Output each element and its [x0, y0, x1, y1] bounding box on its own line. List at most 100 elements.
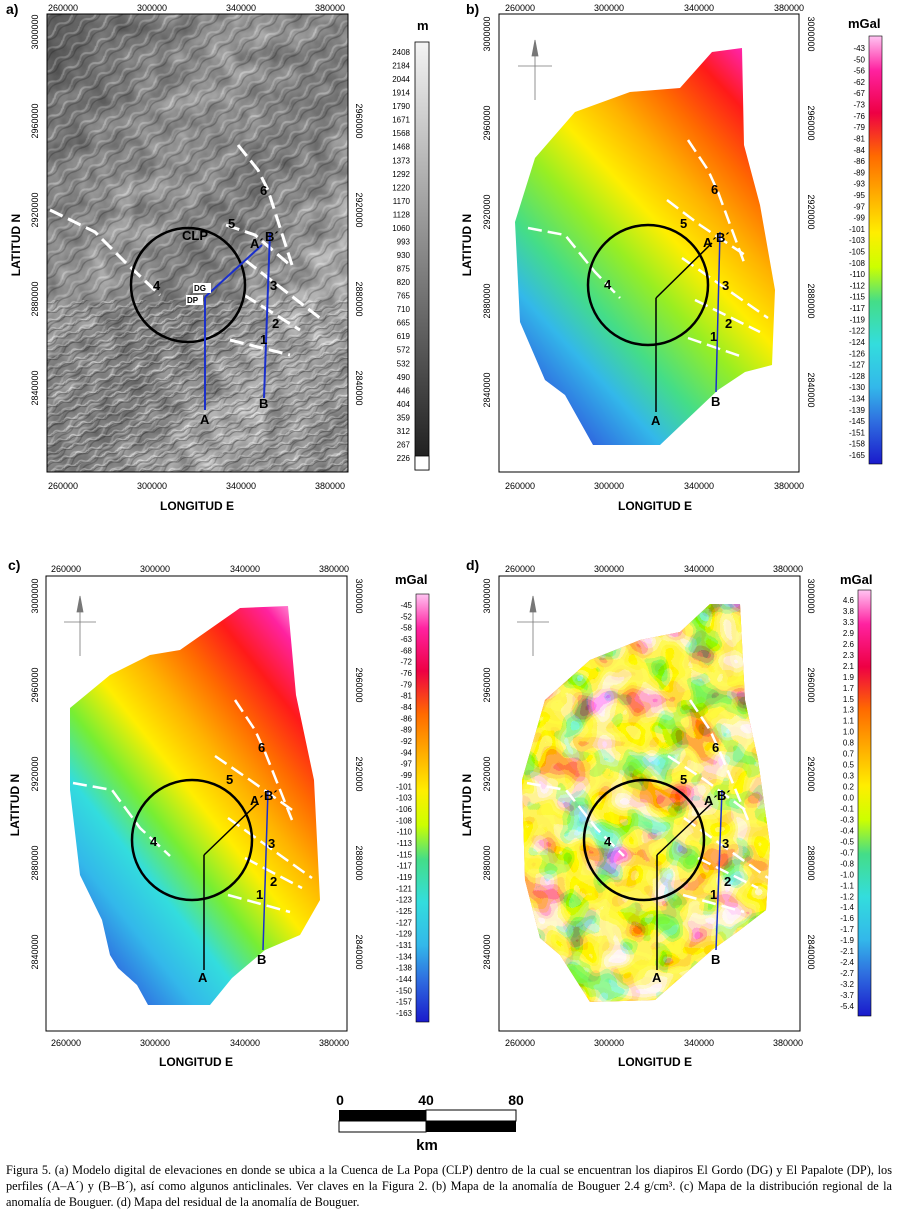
legend-label: -122	[849, 327, 866, 336]
legend-label: -115	[397, 850, 413, 859]
legend-label: 490	[397, 373, 411, 382]
dg-label: DG	[194, 284, 206, 293]
profile-a-end: A´	[250, 236, 264, 251]
north-arrow-icon	[518, 39, 552, 100]
legend-label: -127	[396, 918, 413, 927]
svg-text:5: 5	[226, 772, 233, 787]
legend-unit: mGal	[848, 16, 881, 31]
legend-label: 1060	[392, 224, 410, 233]
legend-label: -63	[400, 635, 412, 644]
legend-label: -81	[853, 134, 865, 143]
svg-text:2920000: 2920000	[806, 194, 816, 229]
profile-b-start: B	[257, 952, 266, 967]
y-axis-label: LATITUD N	[9, 214, 23, 276]
svg-text:2880000: 2880000	[482, 845, 492, 880]
legend-label: -158	[849, 440, 866, 449]
legend-label: 930	[397, 251, 411, 260]
legend-label: -117	[397, 862, 413, 871]
svg-text:5: 5	[680, 216, 687, 231]
north-arrow-icon	[64, 595, 96, 656]
legend-label: -131	[396, 941, 413, 950]
svg-text:260000: 260000	[505, 564, 535, 574]
legend-label: -101	[396, 782, 413, 791]
clp-circle	[129, 226, 247, 344]
legend-label: -103	[849, 236, 866, 245]
legend-label: 665	[397, 319, 411, 328]
legend-label: -0.8	[840, 859, 854, 868]
legend-label: 1.5	[843, 695, 855, 704]
legend-label: 1.9	[843, 673, 855, 682]
svg-text:380000: 380000	[315, 481, 345, 491]
legend-label: -129	[396, 930, 413, 939]
svg-text:2840000: 2840000	[806, 372, 816, 407]
legend-label: 572	[397, 346, 411, 355]
legend-label: -1.0	[840, 870, 854, 879]
legend-label: -86	[400, 714, 412, 723]
svg-text:1: 1	[256, 887, 263, 902]
x-ticks-bottom: 260000 300000 340000 380000	[505, 481, 804, 491]
svg-text:3000000: 3000000	[482, 578, 492, 613]
legend-label: -125	[396, 907, 413, 916]
svg-text:340000: 340000	[230, 1038, 260, 1048]
svg-text:2960000: 2960000	[482, 105, 492, 140]
svg-text:4: 4	[604, 834, 612, 849]
clp-label: CLP	[182, 228, 208, 243]
legend-labels: -43 -50 -56 -62 -67 -73 -76 -79 -81 -84 -86 -89 -93 -…	[849, 44, 866, 460]
svg-text:3: 3	[268, 836, 275, 851]
legend-label: -165	[849, 451, 866, 460]
legend-label: -112	[850, 281, 866, 290]
legend-label: -138	[396, 964, 413, 973]
legend-label: -1.6	[840, 914, 854, 923]
svg-text:2960000: 2960000	[806, 105, 816, 140]
svg-text:2880000: 2880000	[482, 283, 492, 318]
legend-label: -52	[400, 612, 412, 621]
svg-text:260000: 260000	[505, 1038, 535, 1048]
legend-label: -67	[853, 89, 865, 98]
legend-label: -1.1	[840, 881, 854, 890]
svg-text:6: 6	[258, 740, 265, 755]
legend-label: 2.3	[843, 651, 855, 660]
x-ticks-top: 260000 300000 340000 380000	[505, 564, 803, 574]
legend-label: -1.7	[840, 925, 854, 934]
legend-label: -43	[853, 44, 865, 53]
legend-unit: m	[417, 18, 429, 33]
y-ticks-right: 3000000 2960000 2920000 2880000 2840000	[354, 578, 364, 969]
panel-b: b) 260000 300000 340000 380000 260000 30…	[460, 1, 883, 513]
svg-text:2920000: 2920000	[482, 756, 492, 791]
svg-text:2880000: 2880000	[354, 281, 364, 316]
panel-c: c) 260000 300000 340000 380000 260000 30…	[8, 557, 430, 1069]
svg-text:3: 3	[722, 836, 729, 851]
svg-text:340000: 340000	[230, 564, 260, 574]
svg-text:300000: 300000	[140, 564, 170, 574]
svg-text:3000000: 3000000	[806, 578, 816, 613]
anticline-numbers: 1 2 3 4 5 6	[150, 740, 277, 902]
svg-text:380000: 380000	[774, 481, 804, 491]
svg-text:2840000: 2840000	[30, 370, 40, 405]
svg-text:300000: 300000	[137, 3, 167, 13]
legend-label: 2.1	[843, 662, 855, 671]
y-axis-label: LATITUD N	[8, 774, 22, 836]
legend-label: 1128	[393, 210, 411, 219]
svg-text:260000: 260000	[505, 3, 535, 13]
profile-b-start: B	[711, 394, 720, 409]
svg-text:340000: 340000	[684, 3, 714, 13]
legend-label: -68	[400, 646, 412, 655]
legend-label: 765	[397, 292, 411, 301]
anticline-numbers: 1 2 3 4 5 6	[604, 740, 731, 902]
profile-b-end: B´	[716, 230, 730, 245]
anticline-traces	[526, 699, 769, 914]
legend-label: -130	[849, 383, 866, 392]
panel-label: b)	[466, 1, 479, 17]
svg-text:340000: 340000	[684, 564, 714, 574]
svg-text:2840000: 2840000	[806, 934, 816, 969]
legend-label: -99	[853, 214, 865, 223]
legend-colorbar	[415, 593, 430, 1023]
y-ticks-right: 3000000 2960000 2920000 2880000 2840000	[806, 578, 816, 969]
svg-text:380000: 380000	[773, 564, 803, 574]
y-axis-label: LATITUD N	[460, 774, 474, 836]
y-ticks-right: 3000000 2960000 2920000 2880000 2840000	[806, 16, 816, 407]
svg-text:2920000: 2920000	[806, 756, 816, 791]
legend-label: 1.0	[843, 728, 855, 737]
legend-label: 1170	[393, 197, 411, 206]
svg-text:2880000: 2880000	[30, 281, 40, 316]
